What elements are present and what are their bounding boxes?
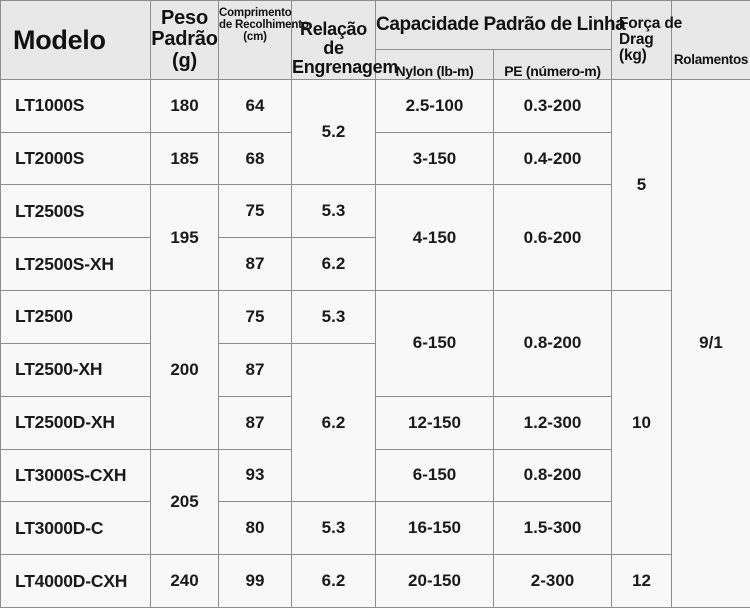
cell-relacao: 6.2 — [291, 554, 376, 608]
header-modelo-label: Modelo — [13, 24, 106, 55]
table-header: Modelo Peso Padrão (g) Comprimento de Re… — [0, 0, 750, 80]
cell-peso: 185 — [150, 131, 219, 186]
header-peso-line1: Peso — [160, 7, 208, 30]
cell-comprimento: 75 — [218, 184, 292, 239]
cell-relacao: 5.3 — [291, 501, 376, 556]
header-capacidade-label: Capacidade Padrão de Linha — [376, 13, 626, 35]
header-row-sub: Nylon (lb-m) PE (número-m) — [1, 49, 750, 80]
header-comprimento-line1: Comprimento — [219, 7, 292, 19]
header-rolamentos: Rolamentos — [671, 0, 750, 80]
cell-comprimento: 87 — [218, 395, 292, 450]
header-comprimento-line2: de Recolhimento — [219, 19, 309, 32]
header-rolamentos-label: Rolamentos — [673, 51, 749, 67]
cell-forca-drag: 5 — [611, 78, 672, 292]
cell-relacao: 6.2 — [291, 342, 376, 503]
cell-pe: 0.4-200 — [493, 131, 612, 186]
table-row: LT2500D-XH 87 12-150 1.2-300 — [0, 395, 750, 450]
cell-comprimento: 99 — [218, 554, 292, 608]
header-forca-line2: Drag — [619, 30, 654, 48]
header-comprimento-recolhimento: Comprimento de Recolhimento (cm) — [218, 0, 309, 80]
header-pe-label: PE (número-m) — [504, 63, 601, 79]
cell-comprimento: 68 — [218, 131, 292, 186]
cell-forca-drag: 12 — [611, 554, 672, 608]
cell-peso: 205 — [150, 448, 219, 556]
cell-peso: 195 — [150, 184, 219, 292]
table-row: LT3000S-CXH 205 93 6-150 0.8-200 — [0, 448, 750, 556]
cell-forca-drag: 10 — [611, 290, 672, 556]
cell-peso: 180 — [150, 78, 219, 133]
cell-modelo: LT2500S-XH — [0, 237, 151, 292]
cell-pe: 0.3-200 — [493, 78, 612, 133]
cell-nylon: 6-150 — [375, 290, 494, 397]
header-relacao-line2: de — [323, 37, 344, 58]
table-row: LT2000S 185 68 3-150 0.4-200 — [0, 131, 750, 186]
header-nylon-label: Nylon (lb-m) — [395, 63, 474, 79]
cell-modelo: LT1000S — [0, 78, 151, 133]
cell-modelo: LT2500 — [0, 290, 151, 344]
header-comprimento-line3: (cm) — [243, 31, 267, 44]
cell-rolamentos: 9/1 — [671, 78, 750, 608]
cell-comprimento: 87 — [218, 237, 292, 292]
table-body: LT1000S 180 64 5.2 2.5-100 0.3-200 5 9/1… — [0, 78, 750, 608]
cell-nylon: 12-150 — [375, 395, 494, 450]
cell-relacao: 5.3 — [291, 184, 376, 239]
header-forca-drag: Força de Drag (kg) — [611, 0, 683, 80]
header-relacao-line1: Relação — [300, 18, 367, 39]
header-forca-line3: (kg) — [619, 47, 647, 65]
cell-nylon: 20-150 — [375, 554, 494, 608]
cell-modelo: LT3000S-CXH — [0, 448, 151, 503]
cell-relacao: 5.3 — [291, 290, 376, 344]
cell-pe: 1.5-300 — [493, 501, 612, 556]
cell-modelo: LT2000S — [0, 131, 151, 186]
cell-peso: 200 — [150, 290, 219, 450]
header-capacidade-padrao-linha: Capacidade Padrão de Linha — [375, 0, 626, 50]
cell-modelo: LT4000D-CXH — [0, 554, 151, 608]
cell-nylon: 2.5-100 — [375, 78, 494, 133]
cell-relacao: 6.2 — [291, 237, 376, 292]
cell-comprimento: 87 — [218, 342, 292, 397]
cell-pe: 0.6-200 — [493, 184, 612, 292]
header-peso-line2: Padrão — [151, 28, 218, 51]
cell-modelo: LT2500-XH — [0, 342, 151, 397]
table-row: LT1000S 180 64 5.2 2.5-100 0.3-200 5 9/1 — [0, 78, 750, 608]
cell-nylon: 3-150 — [375, 131, 494, 186]
header-relacao-engrenagem: Relação de Engrenagem — [291, 0, 399, 80]
header-pe: PE (número-m) — [493, 49, 612, 80]
header-relacao-line3: Engrenagem — [292, 56, 399, 77]
header-peso-padrao: Peso Padrão (g) — [150, 0, 219, 80]
table-row: LT3000D-C 80 5.3 16-150 1.5-300 — [0, 501, 750, 556]
cell-comprimento: 75 — [218, 290, 292, 344]
cell-comprimento: 64 — [218, 78, 292, 133]
cell-relacao: 5.2 — [291, 78, 376, 186]
header-modelo: Modelo — [0, 0, 151, 80]
cell-modelo: LT3000D-C — [0, 501, 151, 556]
cell-modelo: LT2500S — [0, 184, 151, 239]
cell-nylon: 16-150 — [375, 501, 494, 556]
header-forca-line1: Força de — [619, 14, 683, 32]
cell-peso: 240 — [150, 554, 219, 608]
cell-modelo: LT2500D-XH — [0, 395, 151, 450]
cell-comprimento: 93 — [218, 448, 292, 503]
table-row: LT4000D-CXH 240 99 6.2 20-150 2-300 12 — [0, 554, 750, 608]
cell-nylon: 6-150 — [375, 448, 494, 503]
header-peso-line3: (g) — [172, 49, 197, 72]
cell-pe: 0.8-200 — [493, 448, 612, 503]
table-row: LT2500S 195 75 5.3 4-150 0.6-200 — [0, 184, 750, 292]
cell-nylon: 4-150 — [375, 184, 494, 292]
cell-pe: 2-300 — [493, 554, 612, 608]
table-row: LT2500-XH 87 6.2 — [0, 342, 750, 503]
table-row: LT2500 200 75 5.3 6-150 0.8-200 10 — [0, 290, 750, 556]
header-nylon: Nylon (lb-m) — [375, 49, 494, 80]
cell-comprimento: 80 — [218, 501, 292, 556]
cell-pe: 0.8-200 — [493, 290, 612, 397]
cell-pe: 1.2-300 — [493, 395, 612, 450]
table-row: LT2500S-XH 87 6.2 — [0, 237, 750, 292]
header-row-group: Modelo Peso Padrão (g) Comprimento de Re… — [0, 0, 750, 80]
